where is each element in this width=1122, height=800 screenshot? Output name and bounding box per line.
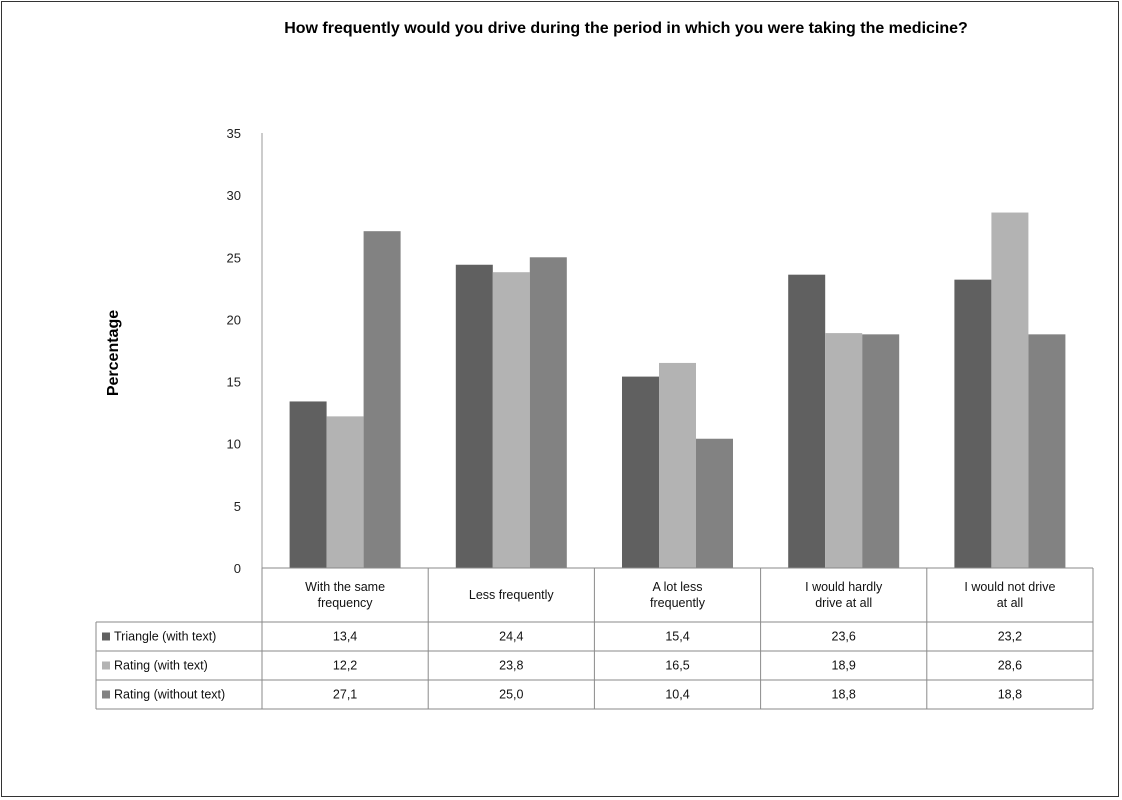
bar bbox=[696, 438, 733, 568]
x-tick-label: I would hardly bbox=[805, 580, 883, 594]
data-label: 10,4 bbox=[665, 688, 689, 702]
bar bbox=[363, 231, 401, 568]
chart-title: How frequently would you drive during th… bbox=[284, 20, 968, 37]
y-tick-label: 20 bbox=[227, 312, 241, 327]
bar bbox=[455, 264, 493, 568]
data-label: 16,5 bbox=[665, 659, 689, 673]
x-tick-label: With the same bbox=[305, 580, 385, 594]
legend-swatch bbox=[102, 690, 110, 699]
bar bbox=[622, 376, 659, 568]
x-tick-label: A lot less bbox=[652, 580, 702, 594]
data-label: 18,9 bbox=[832, 659, 856, 673]
bar bbox=[492, 272, 530, 568]
y-tick-label: 5 bbox=[234, 499, 241, 514]
legend-label: Rating (with text) bbox=[114, 659, 208, 673]
bar bbox=[529, 257, 567, 568]
data-label: 28,6 bbox=[998, 659, 1022, 673]
bar bbox=[659, 362, 696, 568]
x-tick-label: I would not drive bbox=[964, 580, 1055, 594]
data-label: 12,2 bbox=[333, 659, 357, 673]
data-label: 15,4 bbox=[665, 630, 689, 644]
legend-label: Rating (without text) bbox=[114, 688, 225, 702]
y-tick-label: 35 bbox=[227, 126, 241, 141]
bar bbox=[788, 274, 826, 568]
x-tick-label: drive at all bbox=[815, 596, 872, 610]
data-label: 23,2 bbox=[998, 630, 1022, 644]
y-tick-label: 25 bbox=[227, 250, 241, 265]
data-label: 27,1 bbox=[333, 688, 357, 702]
bar bbox=[326, 416, 364, 568]
data-label: 24,4 bbox=[499, 630, 523, 644]
bar bbox=[954, 279, 992, 568]
data-label: 13,4 bbox=[333, 630, 357, 644]
y-tick-label: 0 bbox=[234, 561, 241, 576]
bar bbox=[1028, 334, 1066, 568]
data-label: 23,6 bbox=[832, 630, 856, 644]
legend-swatch bbox=[102, 661, 110, 670]
data-label: 18,8 bbox=[832, 688, 856, 702]
bar bbox=[825, 333, 863, 568]
bar bbox=[862, 334, 900, 568]
y-tick-label: 30 bbox=[227, 188, 241, 203]
legend-swatch bbox=[102, 632, 110, 641]
x-tick-label: frequency bbox=[318, 596, 374, 610]
legend-label: Triangle (with text) bbox=[114, 630, 216, 644]
x-tick-label: frequently bbox=[650, 596, 706, 610]
x-tick-label: at all bbox=[997, 596, 1023, 610]
data-label: 25,0 bbox=[499, 688, 523, 702]
data-label: 23,8 bbox=[499, 659, 523, 673]
bar bbox=[991, 212, 1029, 569]
y-tick-label: 15 bbox=[227, 375, 241, 390]
bar bbox=[289, 401, 327, 568]
y-tick-label: 10 bbox=[227, 437, 241, 452]
data-label: 18,8 bbox=[998, 688, 1022, 702]
x-tick-label: Less frequently bbox=[469, 588, 555, 602]
